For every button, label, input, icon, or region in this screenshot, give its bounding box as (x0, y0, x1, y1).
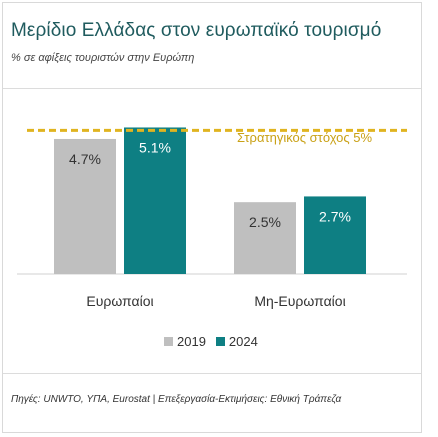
data-label-2019-2: 2.5% (249, 214, 281, 230)
x-tick-label-1: Ευρωπαίοι (86, 293, 153, 309)
bar-2019-1 (54, 138, 116, 274)
bar-2019-2 (234, 202, 296, 274)
legend-swatch-2019 (164, 337, 173, 346)
bar-2024-2 (304, 196, 366, 274)
bar-2024-1 (124, 127, 186, 274)
legend-item-2024: 2024 (215, 334, 258, 349)
footer-divider (3, 373, 421, 374)
header-divider (3, 88, 421, 89)
chart-card: Μερίδιο Ελλάδας στον ευρωπαϊκό τουρισμό … (2, 2, 422, 433)
chart-subtitle: % σε αφίξεις τουριστών στην Ευρώπη (11, 52, 195, 64)
bar-chart: 4.7% 5.1% Ευρωπαίοι 2.5% 2.7% Μη-Ευρωπαίοι (17, 127, 407, 309)
legend: 2019 2024 (164, 334, 268, 349)
source-note: Πηγές: UNWTO, ΥΠΑ, Eurostat | Επεξεργασί… (11, 394, 342, 405)
target-label: Στρατηγικός στόχος 5% (237, 130, 373, 145)
x-tick-label-2: Μη-Ευρωπαίοι (254, 293, 345, 309)
legend-swatch-2024 (215, 337, 225, 346)
legend-item-2019: 2019 (164, 334, 206, 349)
legend-label-2019: 2019 (177, 334, 206, 349)
data-label-2024-1: 5.1% (139, 139, 171, 155)
chart-title: Μερίδιο Ελλάδας στον ευρωπαϊκό τουρισμό (11, 20, 382, 41)
legend-label-2024: 2024 (228, 334, 258, 349)
data-label-2019-1: 4.7% (69, 151, 101, 167)
data-label-2024-2: 2.7% (319, 208, 351, 224)
